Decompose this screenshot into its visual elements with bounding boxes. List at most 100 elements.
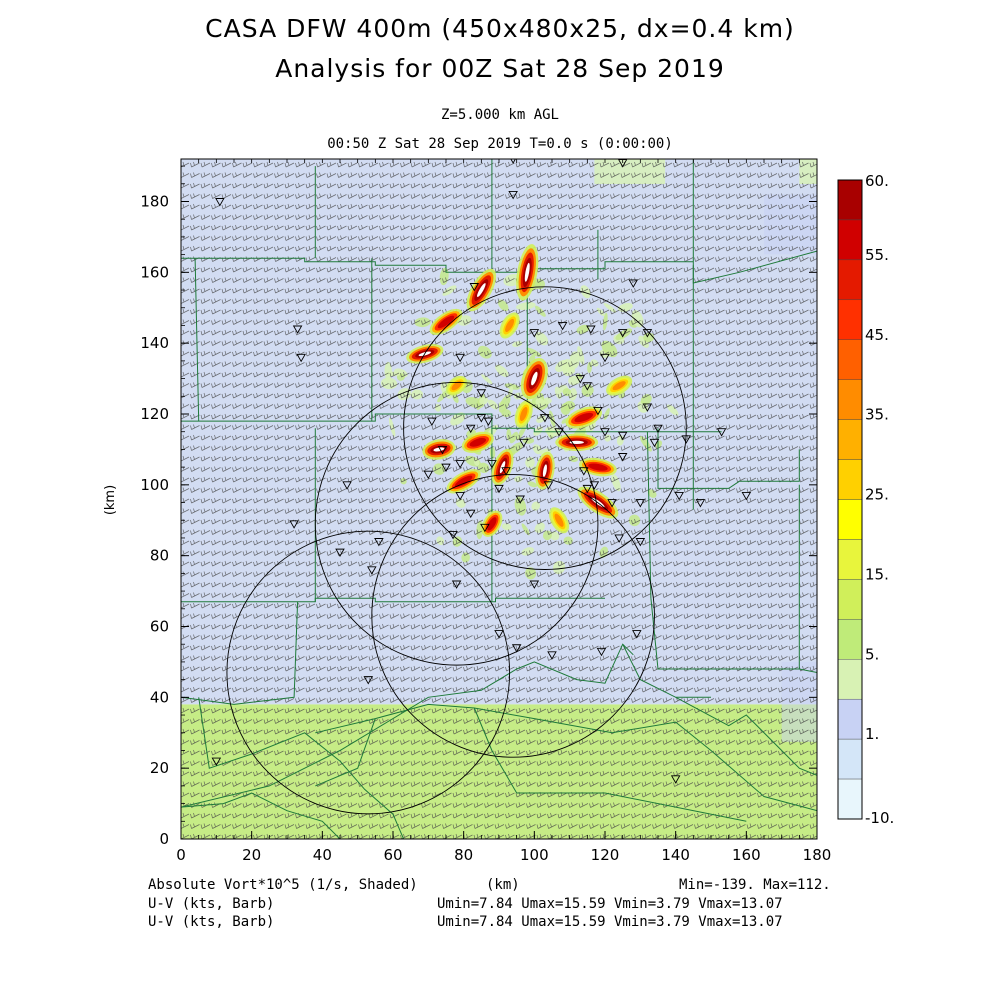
halo-blob bbox=[599, 349, 610, 358]
core-center bbox=[591, 497, 605, 508]
halo-blob bbox=[436, 536, 445, 546]
halo-blob bbox=[587, 361, 592, 374]
halo-blob bbox=[555, 359, 569, 373]
county-line bbox=[657, 428, 800, 489]
plot-frame bbox=[180, 158, 818, 840]
x-tick-label: 40 bbox=[313, 846, 332, 864]
halo-blob bbox=[603, 302, 617, 313]
radar-site-icon bbox=[600, 353, 610, 363]
county-line bbox=[516, 792, 747, 822]
radar-site-icon bbox=[557, 322, 568, 331]
halo-blob bbox=[466, 429, 477, 438]
halo-blob bbox=[534, 522, 545, 533]
colorbar-label: -10. bbox=[865, 809, 894, 827]
x-tick-label: 120 bbox=[591, 846, 620, 864]
radar-site-icon bbox=[448, 530, 458, 540]
colorbar-label: 25. bbox=[865, 486, 889, 504]
halo-blob bbox=[506, 429, 512, 441]
core-center bbox=[477, 283, 486, 297]
core-ring bbox=[565, 439, 588, 446]
colorbar-frame bbox=[837, 179, 863, 820]
x-tick-label: 100 bbox=[520, 846, 549, 864]
halo-blob bbox=[572, 425, 587, 442]
halo-blob bbox=[468, 439, 482, 455]
halo-blob bbox=[433, 463, 446, 475]
colorbar-segment bbox=[837, 659, 863, 700]
core-ring bbox=[432, 311, 460, 333]
halo-blob bbox=[481, 374, 493, 385]
core-ring bbox=[581, 459, 614, 475]
radar-site-icon bbox=[289, 520, 299, 529]
core-ring bbox=[487, 517, 497, 531]
halo-blob bbox=[613, 334, 625, 345]
halo-blob bbox=[476, 520, 484, 540]
range-ring bbox=[371, 474, 655, 758]
halo-blob bbox=[535, 398, 549, 411]
halo-blob bbox=[655, 440, 663, 449]
colorbar-segment bbox=[837, 379, 863, 420]
core-ring bbox=[588, 463, 608, 471]
valid-time-label: 00:50 Z Sat 28 Sep 2019 T=0.0 s (0:00:00… bbox=[327, 136, 673, 152]
core-ring bbox=[449, 471, 479, 492]
radar-site-icon bbox=[635, 499, 646, 508]
halo-blob bbox=[628, 320, 638, 328]
radar-site-icon bbox=[367, 566, 377, 575]
radar-site-icon bbox=[480, 523, 490, 533]
halo-blob bbox=[385, 371, 401, 377]
radar-site-icon bbox=[617, 431, 628, 441]
core-ring bbox=[464, 434, 492, 451]
halo-blob bbox=[647, 489, 657, 498]
radar-site-icon bbox=[617, 159, 628, 168]
halo-blob bbox=[527, 281, 541, 291]
radar-site-icon bbox=[582, 484, 593, 494]
core-ring bbox=[541, 460, 549, 481]
core-ring bbox=[406, 344, 444, 364]
radar-site-icon bbox=[494, 630, 504, 639]
core-ring bbox=[503, 316, 516, 335]
colorbar-label: 60. bbox=[865, 172, 889, 190]
x-tick-label: 60 bbox=[383, 846, 402, 864]
halo-blob bbox=[469, 431, 486, 444]
radar-site-icon bbox=[342, 481, 352, 490]
core-ring bbox=[501, 314, 518, 337]
y-tick-label: 40 bbox=[150, 688, 169, 706]
core-ring bbox=[561, 437, 592, 448]
colorbar-segment bbox=[837, 539, 863, 580]
core-ring bbox=[558, 435, 596, 449]
colorbar-label: 1. bbox=[865, 725, 879, 743]
radar-site-icon bbox=[441, 463, 451, 473]
county-line bbox=[692, 159, 817, 284]
county-line bbox=[622, 643, 711, 698]
range-ring bbox=[314, 382, 599, 666]
halo-blob bbox=[532, 444, 542, 455]
halo-blob bbox=[611, 474, 621, 492]
core-ring bbox=[451, 473, 476, 490]
core-ring bbox=[430, 445, 448, 454]
vorticity-core bbox=[499, 312, 520, 339]
vorticity-core bbox=[429, 308, 463, 335]
core-ring bbox=[580, 489, 616, 516]
halo-blob bbox=[563, 400, 576, 411]
county-line bbox=[799, 668, 817, 673]
radar-site-icon bbox=[476, 414, 487, 423]
county-line bbox=[181, 597, 605, 603]
radar-site-icon bbox=[607, 499, 617, 508]
halo-blob bbox=[582, 406, 597, 415]
halo-blob bbox=[503, 274, 522, 287]
halo-blob bbox=[521, 523, 530, 536]
radar-site-icon bbox=[508, 190, 518, 200]
county-line bbox=[181, 792, 341, 839]
halo-blob bbox=[526, 347, 542, 358]
halo-blob bbox=[562, 363, 574, 376]
y-tick-label: 180 bbox=[140, 193, 169, 211]
halo-blob bbox=[576, 324, 590, 334]
core-ring bbox=[454, 475, 473, 487]
field-patch bbox=[594, 159, 666, 184]
halo-blob bbox=[617, 435, 624, 446]
halo-blob bbox=[380, 377, 398, 390]
halo-blob bbox=[531, 466, 547, 478]
halo-blob bbox=[604, 434, 612, 442]
halo-blob bbox=[601, 340, 618, 358]
core-ring bbox=[469, 437, 487, 447]
core-ring bbox=[415, 349, 435, 358]
